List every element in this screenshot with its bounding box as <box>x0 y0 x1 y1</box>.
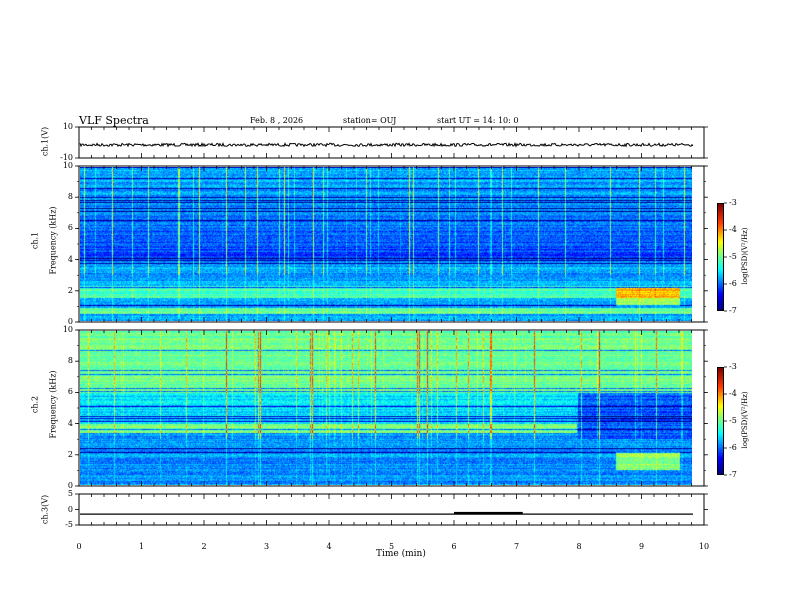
y-tick-label: 2 <box>67 285 73 295</box>
colorbar-tick-label: -3 <box>729 198 737 207</box>
y-tick-label: 4 <box>67 418 73 428</box>
x-tick-label: 5 <box>388 542 395 551</box>
x-tick-label: 3 <box>263 542 270 551</box>
y-tick-label: 10 <box>62 325 73 334</box>
station-label: station= OUJ <box>343 116 397 125</box>
y-tick-label: 2 <box>67 449 73 459</box>
ch1-frequency-ylabel: Frequency (kHz) <box>48 206 58 275</box>
x-tick-label: 1 <box>138 542 145 551</box>
y-tick-label: 6 <box>67 387 73 397</box>
colorbar-tick-label: -6 <box>729 279 737 288</box>
x-tick-label: 10 <box>698 542 710 551</box>
ch2-channel-ylabel: ch.2 <box>30 395 40 414</box>
colorbar-tick-label: -7 <box>729 306 737 315</box>
colorbar-tick-label: -5 <box>729 252 737 261</box>
x-tick-label: 2 <box>201 542 207 551</box>
colorbar-tick-label: -7 <box>729 470 737 479</box>
ch2-spectrogram <box>80 331 692 485</box>
ch1-channel-ylabel: ch.1 <box>30 231 40 250</box>
colorbar-tick-label: -4 <box>729 225 737 234</box>
ch2-colorbar-title: log(PSD)(V²/Hz) <box>741 391 749 449</box>
start-time-label: start UT = 14: 10: 0 <box>437 116 519 125</box>
ch1-spectrogram <box>80 167 692 321</box>
y-tick-label: 4 <box>67 254 73 264</box>
ch1-spectrogram-canvas <box>80 167 692 321</box>
chart-title: VLF Spectra <box>79 114 149 127</box>
ch1-voltage-ylabel: ch.1(V) <box>40 126 50 157</box>
x-tick-label: 7 <box>513 542 520 551</box>
y-tick-label: 0 <box>67 481 73 490</box>
panel-frame-2 <box>78 329 705 487</box>
y-tick-label: 0 <box>67 317 73 326</box>
ch3-voltage-ylabel: ch.3(V) <box>40 494 50 525</box>
y-tick-label: 5 <box>67 489 73 498</box>
colorbar-tick-label: -3 <box>729 362 737 371</box>
x-tick-label: 8 <box>576 542 582 551</box>
ch2-spectrogram-canvas <box>80 331 692 485</box>
colorbar-tick-label: -6 <box>729 443 737 452</box>
colorbar-tick-label: -4 <box>729 389 737 398</box>
y-tick-label: -10 <box>60 153 73 162</box>
panel-frame-1 <box>78 165 705 323</box>
date-label: Feb. 8 , 2026 <box>250 116 304 125</box>
y-tick-label: 8 <box>67 356 73 366</box>
colorbar-tick-label: -5 <box>729 416 737 425</box>
y-tick-label: 10 <box>62 122 73 131</box>
waveform-line <box>79 141 694 148</box>
y-tick-label: 0 <box>67 504 73 514</box>
ch2-colorbar <box>717 367 724 475</box>
y-tick-label: -5 <box>65 520 73 529</box>
y-tick-label: 10 <box>62 161 73 170</box>
x-tick-label: 4 <box>326 542 332 551</box>
y-tick-label: 6 <box>67 223 73 233</box>
x-tick-label: 9 <box>638 542 645 551</box>
x-axis-title: Time (min) <box>376 549 426 559</box>
ch2-frequency-ylabel: Frequency (kHz) <box>48 370 58 439</box>
x-tick-label: 6 <box>451 542 457 551</box>
pulse-segment <box>454 511 523 515</box>
ch1-colorbar <box>717 203 724 311</box>
ch1-colorbar-title: log(PSD)(V²/Hz) <box>741 227 749 285</box>
y-tick-label: 8 <box>67 192 73 202</box>
x-tick-label: 0 <box>76 542 82 551</box>
